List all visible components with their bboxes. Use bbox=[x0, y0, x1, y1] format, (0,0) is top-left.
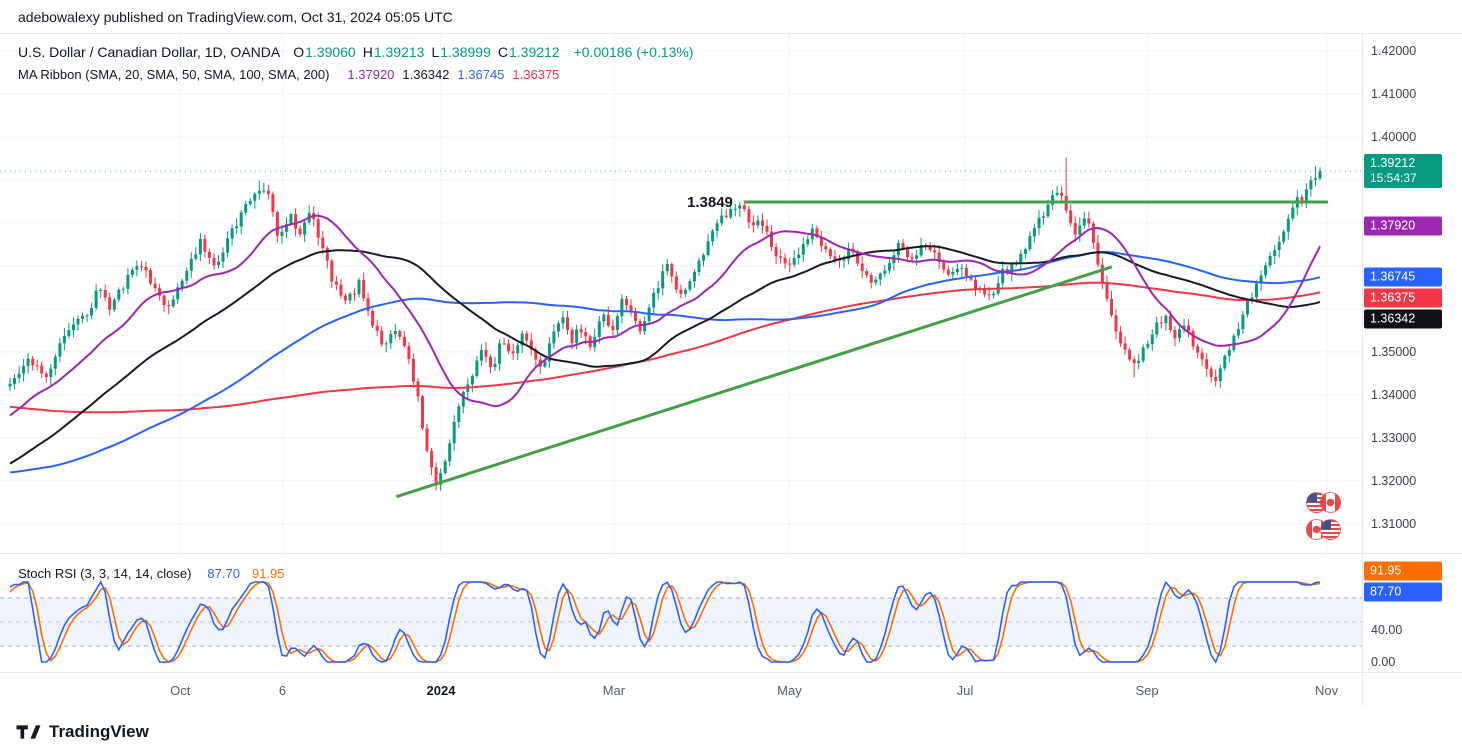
price-scale[interactable]: 1.42000 1.41000 1.40000 1.35000 1.34000 1.330… bbox=[1362, 0, 1462, 756]
symbol-flag-icons bbox=[1306, 492, 1341, 540]
ma-line-200 bbox=[9, 281, 1321, 414]
stoch-header: Stoch RSI (3, 3, 14, 14, close) 87.70 91… bbox=[18, 566, 285, 581]
price-change: +0.00186 (+0.13%) bbox=[573, 44, 694, 60]
cad-flag-icon bbox=[1320, 492, 1341, 513]
time-label: 6 bbox=[278, 683, 287, 698]
price-badge-sma50: 1.36342 bbox=[1364, 309, 1442, 329]
price-tick: 1.41000 bbox=[1371, 87, 1417, 102]
tradingview-logo-icon bbox=[16, 725, 41, 739]
main-price-pane[interactable]: 1.3849 bbox=[0, 34, 1362, 553]
stoch-k-line bbox=[9, 580, 1321, 664]
price-badge-sma100: 1.36745 bbox=[1364, 267, 1442, 287]
ma-value: 1.36375 bbox=[512, 67, 560, 82]
axis-divider bbox=[0, 672, 1462, 673]
usd-flag-icon bbox=[1320, 519, 1341, 540]
ascending-trendline[interactable] bbox=[395, 265, 1113, 499]
stoch-d-line bbox=[9, 581, 1321, 663]
symbol-header: U.S. Dollar / Canadian Dollar, 1D, OANDA… bbox=[18, 44, 693, 60]
ohlc-h: H1.39213 bbox=[362, 44, 425, 60]
stoch-title[interactable]: Stoch RSI (3, 3, 14, 14, close) bbox=[18, 566, 192, 581]
ma-value: 1.36745 bbox=[457, 67, 505, 82]
price-tick: 1.33000 bbox=[1371, 430, 1417, 445]
bar-countdown: 15:54:37 bbox=[1370, 170, 1417, 185]
ma-line-50 bbox=[9, 245, 1321, 465]
price-badge-sma20: 1.37920 bbox=[1364, 216, 1442, 236]
time-label: Jul bbox=[956, 683, 974, 698]
time-axis[interactable]: Oct 6 2024 Mar May Jul Sep Nov bbox=[0, 672, 1362, 706]
ohlc-o: O1.39060 bbox=[293, 44, 356, 60]
price-tick: 1.32000 bbox=[1371, 473, 1417, 488]
symbol-title[interactable]: U.S. Dollar / Canadian Dollar, 1D, OANDA bbox=[18, 44, 281, 60]
pane-divider bbox=[0, 553, 1462, 554]
attribution-text: adebowalexy published on TradingView.com… bbox=[18, 9, 453, 25]
ohlc-c: C1.39212 bbox=[497, 44, 560, 60]
time-label: Nov bbox=[1314, 683, 1339, 698]
price-tick: 1.42000 bbox=[1371, 44, 1417, 59]
ma-ribbon-values: 1.37920 1.36342 1.36745 1.36375 bbox=[339, 67, 559, 82]
resistance-price-label: 1.3849 bbox=[687, 194, 733, 211]
ohlc-l: L1.38999 bbox=[431, 44, 491, 60]
ma-ribbon-header: MA Ribbon (SMA, 20, SMA, 50, SMA, 100, S… bbox=[18, 67, 559, 82]
tradingview-logo-text: TradingView bbox=[49, 722, 149, 741]
ma-ribbon-title[interactable]: MA Ribbon (SMA, 20, SMA, 50, SMA, 100, S… bbox=[18, 67, 330, 82]
stoch-k-value: 87.70 bbox=[207, 566, 240, 581]
grid-layer bbox=[0, 34, 1362, 553]
time-label: 2024 bbox=[426, 683, 456, 698]
stoch-tick: 0.00 bbox=[1371, 655, 1396, 669]
scale-divider bbox=[1362, 33, 1363, 706]
flag-pair-row bbox=[1306, 519, 1341, 540]
price-tick: 1.35000 bbox=[1371, 344, 1417, 359]
ohlc-values: O1.39060 H1.39213 L1.38999 C1.39212 bbox=[286, 44, 559, 60]
ma-value: 1.36342 bbox=[402, 67, 450, 82]
stoch-rsi-pane[interactable] bbox=[0, 554, 1362, 672]
stoch-d-value: 91.95 bbox=[251, 566, 285, 581]
price-tick: 1.31000 bbox=[1371, 516, 1417, 531]
stoch-tick: 40.00 bbox=[1371, 623, 1403, 637]
ma-line-20 bbox=[9, 214, 1321, 417]
ma-value: 1.37920 bbox=[347, 67, 395, 82]
price-badge-sma200: 1.36375 bbox=[1364, 288, 1442, 308]
flag-pair-row bbox=[1306, 492, 1341, 513]
price-tick: 1.34000 bbox=[1371, 387, 1417, 402]
stoch-badge: 87.70 bbox=[1364, 582, 1442, 602]
time-label: Sep bbox=[1135, 683, 1159, 698]
time-label: Mar bbox=[602, 683, 626, 698]
divider bbox=[0, 33, 1462, 34]
candles-layer bbox=[8, 157, 1322, 491]
time-label: May bbox=[777, 683, 802, 698]
stoch-badge: 91.95 bbox=[1364, 561, 1442, 581]
tradingview-logo[interactable]: TradingView bbox=[15, 722, 149, 742]
price-badge-last-price: 1.39212 15:54:37 bbox=[1364, 153, 1442, 188]
price-tick: 1.40000 bbox=[1371, 130, 1417, 145]
time-label: Oct bbox=[170, 683, 191, 698]
